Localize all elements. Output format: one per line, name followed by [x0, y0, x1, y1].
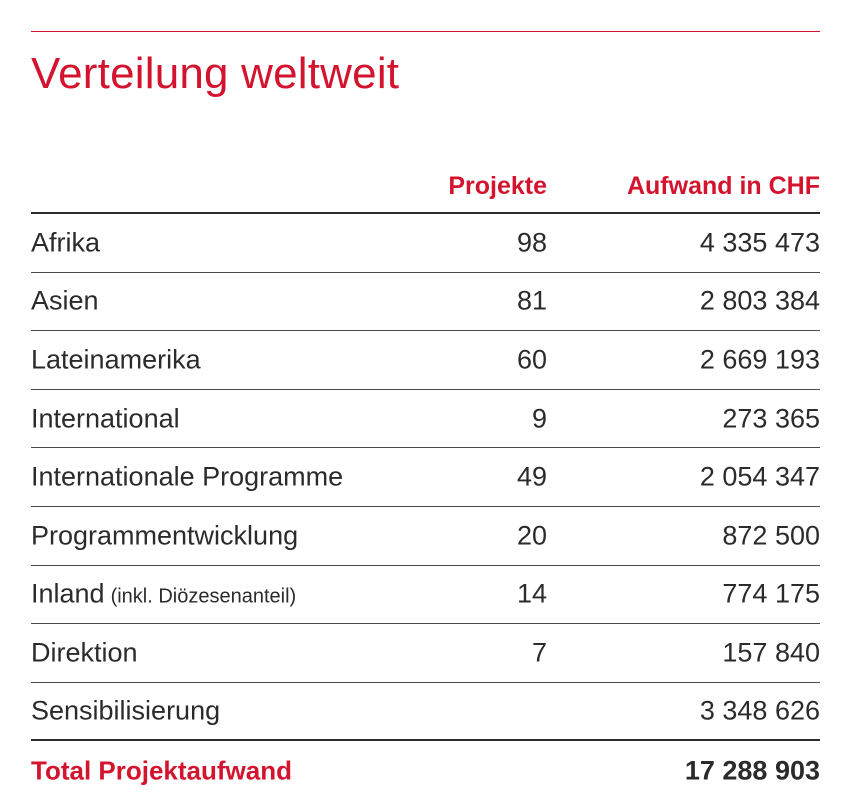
table-row-afrika: Afrika 98 4 335 473 — [31, 214, 820, 273]
top-divider — [31, 31, 820, 32]
column-header-aufwand: Aufwand in CHF — [626, 172, 820, 200]
row-aufwand: 2 054 347 — [699, 461, 820, 492]
page-title: Verteilung weltweit — [31, 49, 400, 98]
table-row-inland: Inland (inkl. Diözesenanteil) 14 774 175 — [31, 566, 820, 625]
row-label: Sensibilisierung — [31, 695, 221, 726]
distribution-table: Projekte Aufwand in CHF Afrika 98 4 335 … — [31, 160, 820, 800]
row-projekte: 9 — [531, 403, 547, 434]
table-row-programmentwicklung: Programmentwicklung 20 872 500 — [31, 507, 820, 566]
table-row-sensibilisierung: Sensibilisierung 3 348 626 — [31, 683, 820, 742]
row-aufwand: 4 335 473 — [699, 227, 820, 258]
row-projekte: 7 — [531, 637, 547, 668]
row-projekte: 60 — [516, 344, 547, 375]
row-projekte: 14 — [516, 578, 547, 609]
row-aufwand: 273 365 — [722, 403, 820, 434]
row-label: Lateinamerika — [31, 344, 201, 375]
table-row-direktion: Direktion 7 157 840 — [31, 624, 820, 683]
row-projekte: 98 — [516, 227, 547, 258]
table-row-lateinamerika: Lateinamerika 60 2 669 193 — [31, 331, 820, 390]
table-row-internationale-programme: Internationale Programme 49 2 054 347 — [31, 448, 820, 507]
row-label: Inland (inkl. Diözesenanteil) — [31, 579, 296, 610]
row-projekte: 20 — [516, 520, 547, 551]
row-projekte: 49 — [516, 461, 547, 492]
row-aufwand: 157 840 — [722, 637, 820, 668]
row-label: Afrika — [31, 227, 101, 258]
table-row-asien: Asien 81 2 803 384 — [31, 273, 820, 332]
row-aufwand: 3 348 626 — [699, 695, 820, 726]
table-total-row: Total Projektaufwand 17 288 903 — [31, 741, 820, 800]
row-label: Asien — [31, 285, 99, 316]
row-aufwand: 872 500 — [722, 520, 820, 551]
row-aufwand: 2 669 193 — [699, 344, 820, 375]
row-label: Internationale Programme — [31, 461, 344, 492]
column-header-projekte: Projekte — [448, 172, 547, 200]
table-row-international: International 9 273 365 — [31, 390, 820, 449]
row-projekte: 81 — [516, 285, 547, 316]
row-label-note: (inkl. Diözesenanteil) — [110, 585, 297, 608]
row-label: International — [31, 403, 180, 434]
row-aufwand: 2 803 384 — [699, 285, 820, 316]
row-aufwand: 774 175 — [722, 578, 820, 609]
total-label: Total Projektaufwand — [31, 755, 292, 786]
total-aufwand: 17 288 903 — [684, 755, 820, 786]
row-label: Direktion — [31, 637, 138, 668]
table-header: Projekte Aufwand in CHF — [31, 160, 820, 214]
row-label-text: Inland — [31, 578, 105, 609]
row-label: Programmentwicklung — [31, 520, 299, 551]
